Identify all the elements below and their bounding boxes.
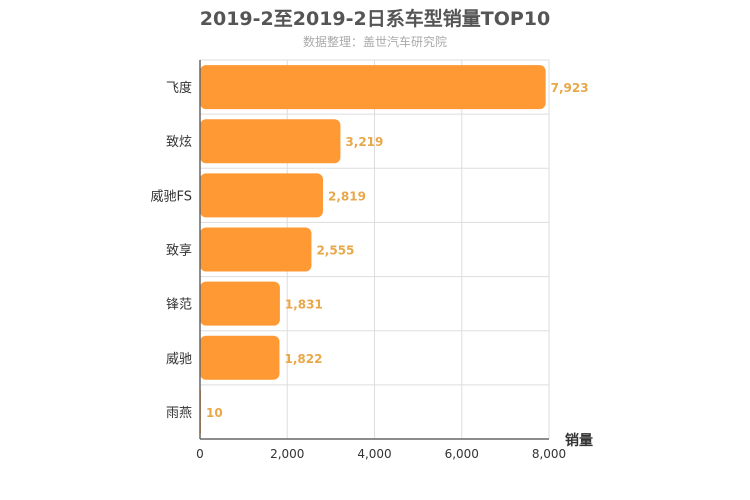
bar [200,281,280,326]
category-label: 致炫 [166,134,192,150]
x-tick-label: 2,000 [270,447,304,461]
data-label: 1,831 [285,298,323,312]
category-label: 锋范 [166,298,192,313]
x-tick-label: 0 [196,447,204,461]
category-label: 威驰FS [150,189,192,204]
axes [199,60,549,440]
x-tick-label: 6,000 [445,447,479,461]
category-label: 致享 [166,243,192,259]
data-label: 2,819 [328,189,366,203]
data-label: 1,822 [284,352,322,366]
x-tick-label: 4,000 [357,447,391,461]
x-axis-title: 销量 [565,432,593,449]
labels: 0 2,000 4,000 6,000 8,000 飞度 7,923 致炫 3,219 威驰FS 2… [150,80,588,461]
bars [200,65,546,434]
bar [200,173,323,218]
category-label: 雨燕 [166,406,192,421]
category-label: 威驰 [166,352,192,367]
grid-lines [200,59,550,440]
bar [200,65,546,110]
data-label: 3,219 [345,135,383,149]
data-label: 7,923 [551,81,589,95]
data-label: 10 [206,406,223,420]
data-label: 2,555 [316,244,354,258]
bar [200,335,280,380]
chart-title: 2019-2至2019-2日系车型销量TOP10 [199,8,551,30]
bar [200,227,312,272]
bar [200,119,341,164]
category-label: 飞度 [166,80,192,96]
chart-subtitle: 数据整理：盖世汽车研究院 [302,35,447,49]
x-tick-label: 8,000 [532,447,566,461]
